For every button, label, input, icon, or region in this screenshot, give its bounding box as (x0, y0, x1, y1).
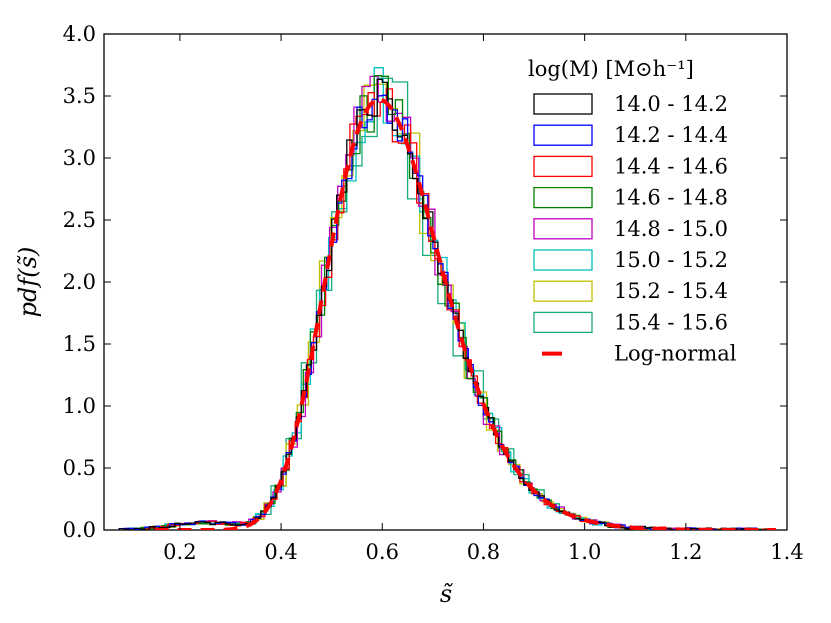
legend-swatch (533, 311, 593, 334)
x-tick-label: 0.6 (366, 540, 399, 564)
y-tick-label: 1.0 (63, 394, 96, 418)
legend-swatch (533, 218, 593, 240)
legend-label: Log-normal (614, 342, 737, 366)
legend-swatch (533, 124, 593, 146)
x-tick-label: 0.4 (264, 540, 297, 564)
x-tick-label: 1.0 (568, 540, 601, 564)
y-tick-label: 1.5 (63, 332, 96, 356)
legend-label: 15.2 - 15.4 (614, 279, 728, 303)
legend-title: log(M) [M⊙h⁻¹] (528, 57, 694, 81)
legend-label: 14.4 - 14.6 (614, 154, 728, 178)
y-tick-label: 3.5 (63, 84, 96, 108)
y-tick-label: 2.5 (63, 208, 96, 232)
axis-ticks (104, 33, 788, 531)
legend-label: 14.8 - 15.0 (614, 217, 728, 241)
y-tick-label: 3.0 (63, 146, 96, 170)
x-tick-label: 1.4 (770, 540, 803, 564)
legend-label: 14.6 - 14.8 (614, 186, 728, 210)
axis-tick-labels: 0.2 0.4 0.6 0.8 1.0 1.2 1.4 0.0 0.5 1.0 1.5 2.0 2.5 3… (63, 22, 804, 564)
lognormal-fit-curve (154, 97, 776, 530)
legend-label: 15.0 - 15.2 (614, 248, 728, 272)
legend-swatch (533, 280, 593, 302)
x-tick-label: 0.8 (467, 540, 500, 564)
histogram-series (118, 78, 767, 530)
y-tick-label: 0.0 (63, 518, 96, 542)
legend-label: 15.4 - 15.6 (614, 310, 728, 334)
plot-area (103, 33, 788, 531)
y-axis-title: pdf(s̃) (14, 247, 42, 318)
legend-label: 14.2 - 14.4 (614, 123, 728, 147)
legend-label: 14.0 - 14.2 (614, 92, 728, 116)
legend-swatch (533, 186, 593, 209)
y-tick-label: 0.5 (63, 456, 96, 480)
fit-layer (154, 97, 776, 530)
legend-swatch (533, 155, 593, 178)
legend-entries: 14.0 - 14.2 14.2 - 14.4 14.4 - 14.6 14.6 - … (533, 92, 737, 366)
legend: log(M) [M⊙h⁻¹] 14.0 - 14.214.2 - 14.414.… (528, 57, 737, 366)
y-tick-label: 2.0 (63, 270, 96, 294)
x-tick-label: 1.2 (669, 540, 702, 564)
y-tick-label: 4.0 (63, 22, 96, 46)
x-tick-label: 0.2 (163, 540, 196, 564)
x-axis-title: s̃ (440, 580, 454, 608)
legend-swatch (533, 93, 593, 115)
legend-swatch (533, 249, 593, 271)
